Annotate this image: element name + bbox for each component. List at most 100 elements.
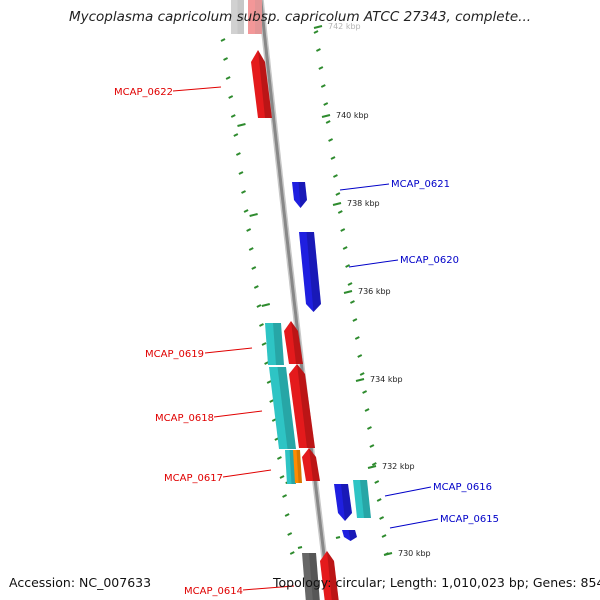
feature-block-cyan-2: [269, 367, 296, 449]
gene-MCAP_0617-shade: [309, 448, 320, 481]
scale-tick-label: 740 kbp: [336, 111, 369, 120]
left-guide-dot: [228, 95, 234, 99]
accession-text: Accession: NC_007633: [9, 575, 152, 590]
feature-block-orange: [293, 450, 302, 483]
gene-MCAP_0616-shade: [341, 484, 352, 521]
feature-block-cyan-4-shade: [360, 480, 371, 518]
right-guide-dot: [352, 318, 358, 322]
right-guide-dot: [367, 426, 372, 430]
gene-MCAP_0621: [292, 182, 307, 208]
gene-label: MCAP_0614: [184, 586, 243, 597]
left-guide-dot: [251, 266, 257, 270]
feature-block-cyan-4: [353, 480, 371, 518]
right-guide-dot: [313, 30, 319, 34]
major-tick-right: [367, 465, 377, 469]
major-tick-left: [237, 123, 246, 127]
right-guide-dot: [330, 156, 336, 160]
gene-leader-line: [384, 486, 432, 497]
feature-block-cyan-1: [265, 323, 284, 365]
feature-block-bottom-gray: [302, 553, 320, 600]
guide-dot: [297, 546, 303, 549]
left-guide-dot: [238, 171, 244, 175]
feature-block-bottom-gray-shade: [309, 553, 320, 600]
right-guide-dot: [345, 264, 351, 268]
gene-label: MCAP_0617: [164, 473, 223, 484]
gene-label: MCAP_0618: [155, 413, 214, 424]
feature-block-cyan-3: [285, 450, 296, 484]
gene-MCAP_0618: [289, 364, 315, 448]
major-tick-left: [261, 303, 271, 307]
gene-leader-line: [389, 518, 439, 529]
topology-text: Topology: circular; Length: 1,010,023 bp…: [273, 575, 600, 590]
left-guide-dot: [235, 152, 241, 156]
gene-leader-line: [204, 347, 253, 354]
left-guide-dot: [282, 494, 288, 498]
gene-label: MCAP_0619: [145, 349, 204, 360]
gene-label: MCAP_0616: [433, 482, 492, 493]
left-guide-dot: [233, 133, 239, 137]
right-guide-dot: [371, 462, 377, 466]
gene-label: MCAP_0620: [400, 255, 459, 266]
left-guide-dot: [276, 456, 282, 460]
right-guide-dot: [374, 480, 380, 484]
right-guide-dot: [315, 48, 321, 52]
right-guide-dot: [369, 444, 375, 448]
left-guide-dot: [243, 209, 249, 213]
gene-MCAP_0620-shade: [306, 232, 321, 312]
genome-backbone: [259, 0, 332, 600]
gene-MCAP_0620: [299, 232, 321, 312]
left-guide-dot: [223, 57, 229, 61]
gene-MCAP_0621-shade: [298, 182, 307, 208]
feature-block-cyan-2-shade: [277, 367, 296, 449]
right-guide-dot: [379, 516, 385, 520]
feature-block-cyan-1-shade: [273, 323, 284, 365]
right-guide-dot: [376, 498, 382, 502]
gene-label: MCAP_0621: [391, 179, 450, 190]
right-guide-dot: [359, 372, 365, 376]
gene-MCAP_0622-shade: [258, 50, 272, 118]
left-guide-dot: [246, 228, 252, 232]
gene-MCAP_0617: [302, 448, 320, 481]
gene-leader-line: [222, 469, 272, 478]
right-guide-dot: [332, 174, 338, 178]
left-guide-dot: [287, 532, 293, 536]
right-guide-dot: [342, 246, 348, 250]
gene-MCAP_0615-shade: [348, 530, 357, 541]
left-guide-dot: [225, 76, 231, 80]
major-tick-right: [313, 25, 323, 29]
scale-tick-label: 742 kbp: [328, 22, 361, 31]
major-tick-right: [343, 290, 353, 294]
left-guide-dot: [253, 285, 259, 289]
right-guide-dot: [381, 534, 387, 538]
right-guide-dot: [350, 300, 355, 304]
scale-tick-label: 734 kbp: [370, 375, 403, 384]
gene-MCAP_0619-shade: [291, 321, 303, 364]
left-guide-dot: [289, 551, 295, 555]
left-guide-dot: [220, 38, 226, 42]
gene-MCAP_0619: [284, 321, 303, 364]
gene-label: MCAP_0615: [440, 514, 499, 525]
major-tick-left: [249, 213, 258, 217]
gene-MCAP_0614-shade: [327, 551, 339, 600]
scale-tick-label: 736 kbp: [358, 287, 391, 296]
major-tick-right: [321, 114, 331, 118]
gene-leader-line: [339, 183, 390, 191]
left-guide-dot: [279, 475, 285, 479]
gene-leader-line: [348, 259, 399, 268]
right-guide-dot: [364, 408, 370, 412]
gene-MCAP_0615: [342, 530, 357, 541]
gene-MCAP_0618-shade: [297, 364, 315, 448]
right-guide-dot: [318, 66, 324, 70]
left-guide-dot: [259, 323, 264, 327]
major-tick-right: [355, 378, 365, 382]
gene-leader-line: [213, 410, 263, 418]
major-tick-right: [383, 552, 393, 556]
scale-tick-label: 738 kbp: [347, 199, 380, 208]
scale-tick-label: 732 kbp: [382, 462, 415, 471]
left-guide-dot: [241, 190, 246, 194]
right-guide-dot: [320, 84, 326, 88]
left-guide-dot: [248, 247, 254, 251]
right-guide-dot: [362, 390, 368, 394]
